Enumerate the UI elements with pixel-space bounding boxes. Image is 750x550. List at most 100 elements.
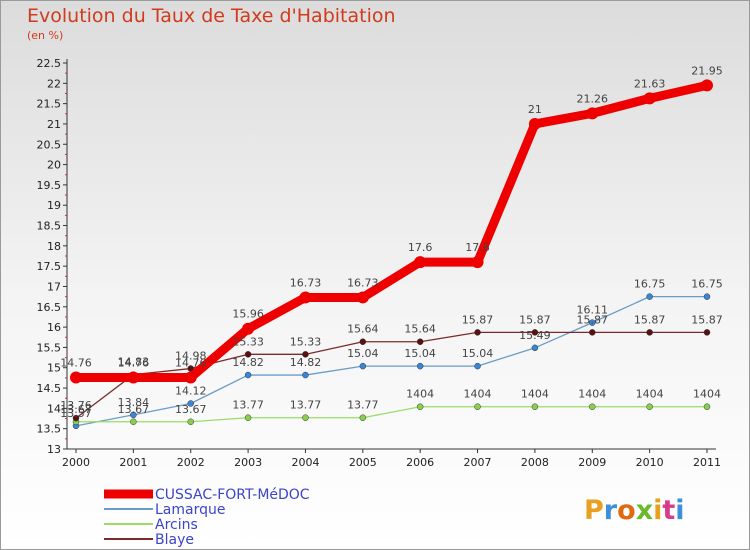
logo-letter: x [636, 495, 653, 526]
data-point [359, 414, 367, 421]
x-tick-label: 2002 [177, 456, 205, 469]
y-tick-label: 18 [47, 240, 61, 253]
data-label: 13.67 [60, 403, 92, 416]
data-point [589, 403, 596, 410]
legend-label: Blaye [155, 532, 194, 548]
data-label: 16.73 [347, 276, 379, 289]
data-point [474, 403, 481, 410]
data-point [414, 256, 427, 269]
y-tick-label: 16.5 [37, 301, 62, 314]
data-point [127, 371, 140, 384]
data-label: 13.67 [118, 403, 150, 416]
data-point [474, 362, 481, 370]
data-label: 16.75 [691, 278, 723, 291]
data-point [184, 371, 197, 384]
y-tick-label: 20 [47, 159, 61, 172]
legend-label: Arcins [155, 517, 198, 533]
data-point [646, 403, 653, 410]
y-tick-label: 21 [47, 118, 61, 131]
y-tick-label: 14 [47, 402, 61, 415]
data-label: 14.76 [60, 356, 92, 369]
data-point [589, 329, 596, 336]
y-tick-label: 20.5 [37, 138, 62, 151]
logo-letter: t [662, 495, 675, 526]
chart-unit-label: (en %) [27, 29, 64, 42]
x-tick-label: 2001 [119, 456, 147, 469]
data-label: 15.33 [290, 335, 322, 348]
chart-title: Evolution du Taux de Taxe d'Habitation [27, 5, 396, 27]
data-point [531, 344, 539, 352]
data-point [130, 411, 137, 419]
data-point [130, 418, 137, 426]
legend-label: CUSSAC-FORT-MéDOC [155, 487, 310, 503]
series-line-Arcins [75, 406, 708, 423]
data-point [703, 403, 711, 410]
data-point [356, 291, 369, 304]
data-label: 16.73 [290, 276, 322, 289]
data-labels: 13.57 13.84 14.12 14.82 14.82 15.04 15.04 15.04… [60, 64, 723, 419]
data-label: 1404 [521, 388, 549, 401]
data-point [299, 291, 312, 304]
data-point [471, 256, 484, 269]
data-label: 15.64 [347, 323, 379, 336]
x-tick-label: 2005 [349, 456, 377, 469]
data-point [703, 329, 711, 336]
data-point [646, 293, 653, 300]
x-tick-label: 2003 [234, 456, 262, 469]
data-label: 15.87 [519, 313, 551, 326]
data-point [416, 338, 424, 345]
y-tick-label: 22 [47, 77, 61, 90]
logo-letter: i [653, 495, 662, 526]
logo-letter: i [675, 495, 684, 526]
data-point [531, 329, 539, 336]
proxiti-logo: Proxiti [584, 495, 685, 526]
data-point [646, 329, 653, 336]
data-label: 14.83 [118, 356, 150, 369]
data-label: 15.87 [634, 313, 666, 326]
data-label: 15.87 [691, 313, 723, 326]
x-tick-label: 2009 [578, 456, 606, 469]
data-label: 21.63 [634, 77, 666, 90]
data-point [474, 329, 481, 336]
data-label: 1404 [636, 388, 664, 401]
data-label: 14.12 [175, 384, 207, 397]
data-label: 13.84 [118, 396, 150, 409]
data-label: 17.6 [465, 241, 490, 254]
data-label: 13.77 [290, 399, 322, 412]
data-label: 13.76 [60, 399, 92, 412]
data-label: 13.57 [60, 407, 92, 420]
data-point [643, 92, 656, 105]
x-tick-label: 2010 [636, 456, 664, 469]
data-point [302, 371, 309, 379]
legend-label: Lamarque [155, 502, 225, 518]
data-point [244, 351, 252, 358]
data-label: 14.98 [175, 350, 207, 363]
y-tick-label: 17 [47, 280, 61, 293]
data-point [586, 107, 599, 120]
data-label: 17.6 [408, 241, 433, 254]
data-label: 14.76 [175, 356, 207, 369]
data-label: 1404 [578, 388, 606, 401]
data-label: 16.75 [634, 278, 666, 291]
data-label: 14.82 [290, 356, 322, 369]
x-tick-label: 2006 [406, 456, 434, 469]
data-point [359, 362, 367, 370]
x-tick-label: 2011 [693, 456, 721, 469]
data-label: 13.77 [347, 399, 379, 412]
y-tick-label: 14.5 [37, 382, 62, 395]
data-point [244, 414, 252, 421]
logo-letter: r [604, 495, 618, 526]
data-point [589, 319, 596, 326]
data-point [531, 403, 539, 410]
data-label: 15.04 [462, 347, 494, 360]
data-point [701, 79, 713, 92]
data-point [70, 371, 82, 384]
data-point [302, 351, 309, 358]
y-tick-label: 19.5 [37, 179, 62, 192]
data-label: 15.96 [232, 308, 264, 321]
axes: 13 13.5 14 14.5 15 15.5 16 16.5 17 17.5 18 18.5 19 19… [37, 57, 722, 469]
data-label: 15.64 [404, 323, 436, 336]
data-point [187, 418, 194, 426]
